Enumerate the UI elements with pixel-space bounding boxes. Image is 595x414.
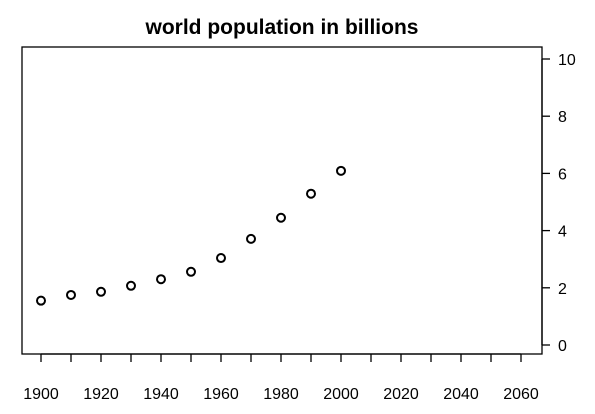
x-tick-label: 2000: [323, 386, 359, 403]
data-point: [66, 289, 76, 300]
y-tick-label: 6: [558, 166, 567, 183]
data-point: [246, 233, 256, 244]
x-tick-label: 1920: [83, 386, 119, 403]
data-point: [126, 280, 136, 291]
data-point: [186, 266, 196, 277]
chart-title: world population in billions: [145, 16, 419, 39]
plot-area: [21, 46, 543, 355]
x-tick-label: 1980: [263, 386, 299, 403]
x-axis: 1900 1920 1940 1960 1980 2000 2020 2040 2060: [23, 353, 539, 403]
data-point: [336, 165, 346, 176]
x-tick-label: 1940: [143, 386, 179, 403]
y-tick-label: 2: [558, 281, 567, 298]
x-tick-label: 2060: [503, 386, 539, 403]
data-point: [36, 295, 46, 306]
data-points: [36, 165, 346, 306]
x-tick-label: 1900: [23, 386, 59, 403]
y-axis: 0 2 4 6 8 10: [541, 52, 576, 355]
x-tick-label: 2040: [443, 386, 479, 403]
data-point: [306, 188, 316, 199]
y-tick-label: 8: [558, 109, 567, 126]
data-point: [216, 253, 226, 264]
data-point: [96, 286, 106, 297]
y-tick-label: 4: [558, 224, 567, 241]
data-point: [276, 212, 286, 223]
x-tick-label: 1960: [203, 386, 239, 403]
y-tick-label: 0: [558, 338, 567, 355]
y-tick-label: 10: [558, 52, 576, 69]
x-tick-label: 2020: [383, 386, 419, 403]
data-point: [156, 274, 166, 285]
